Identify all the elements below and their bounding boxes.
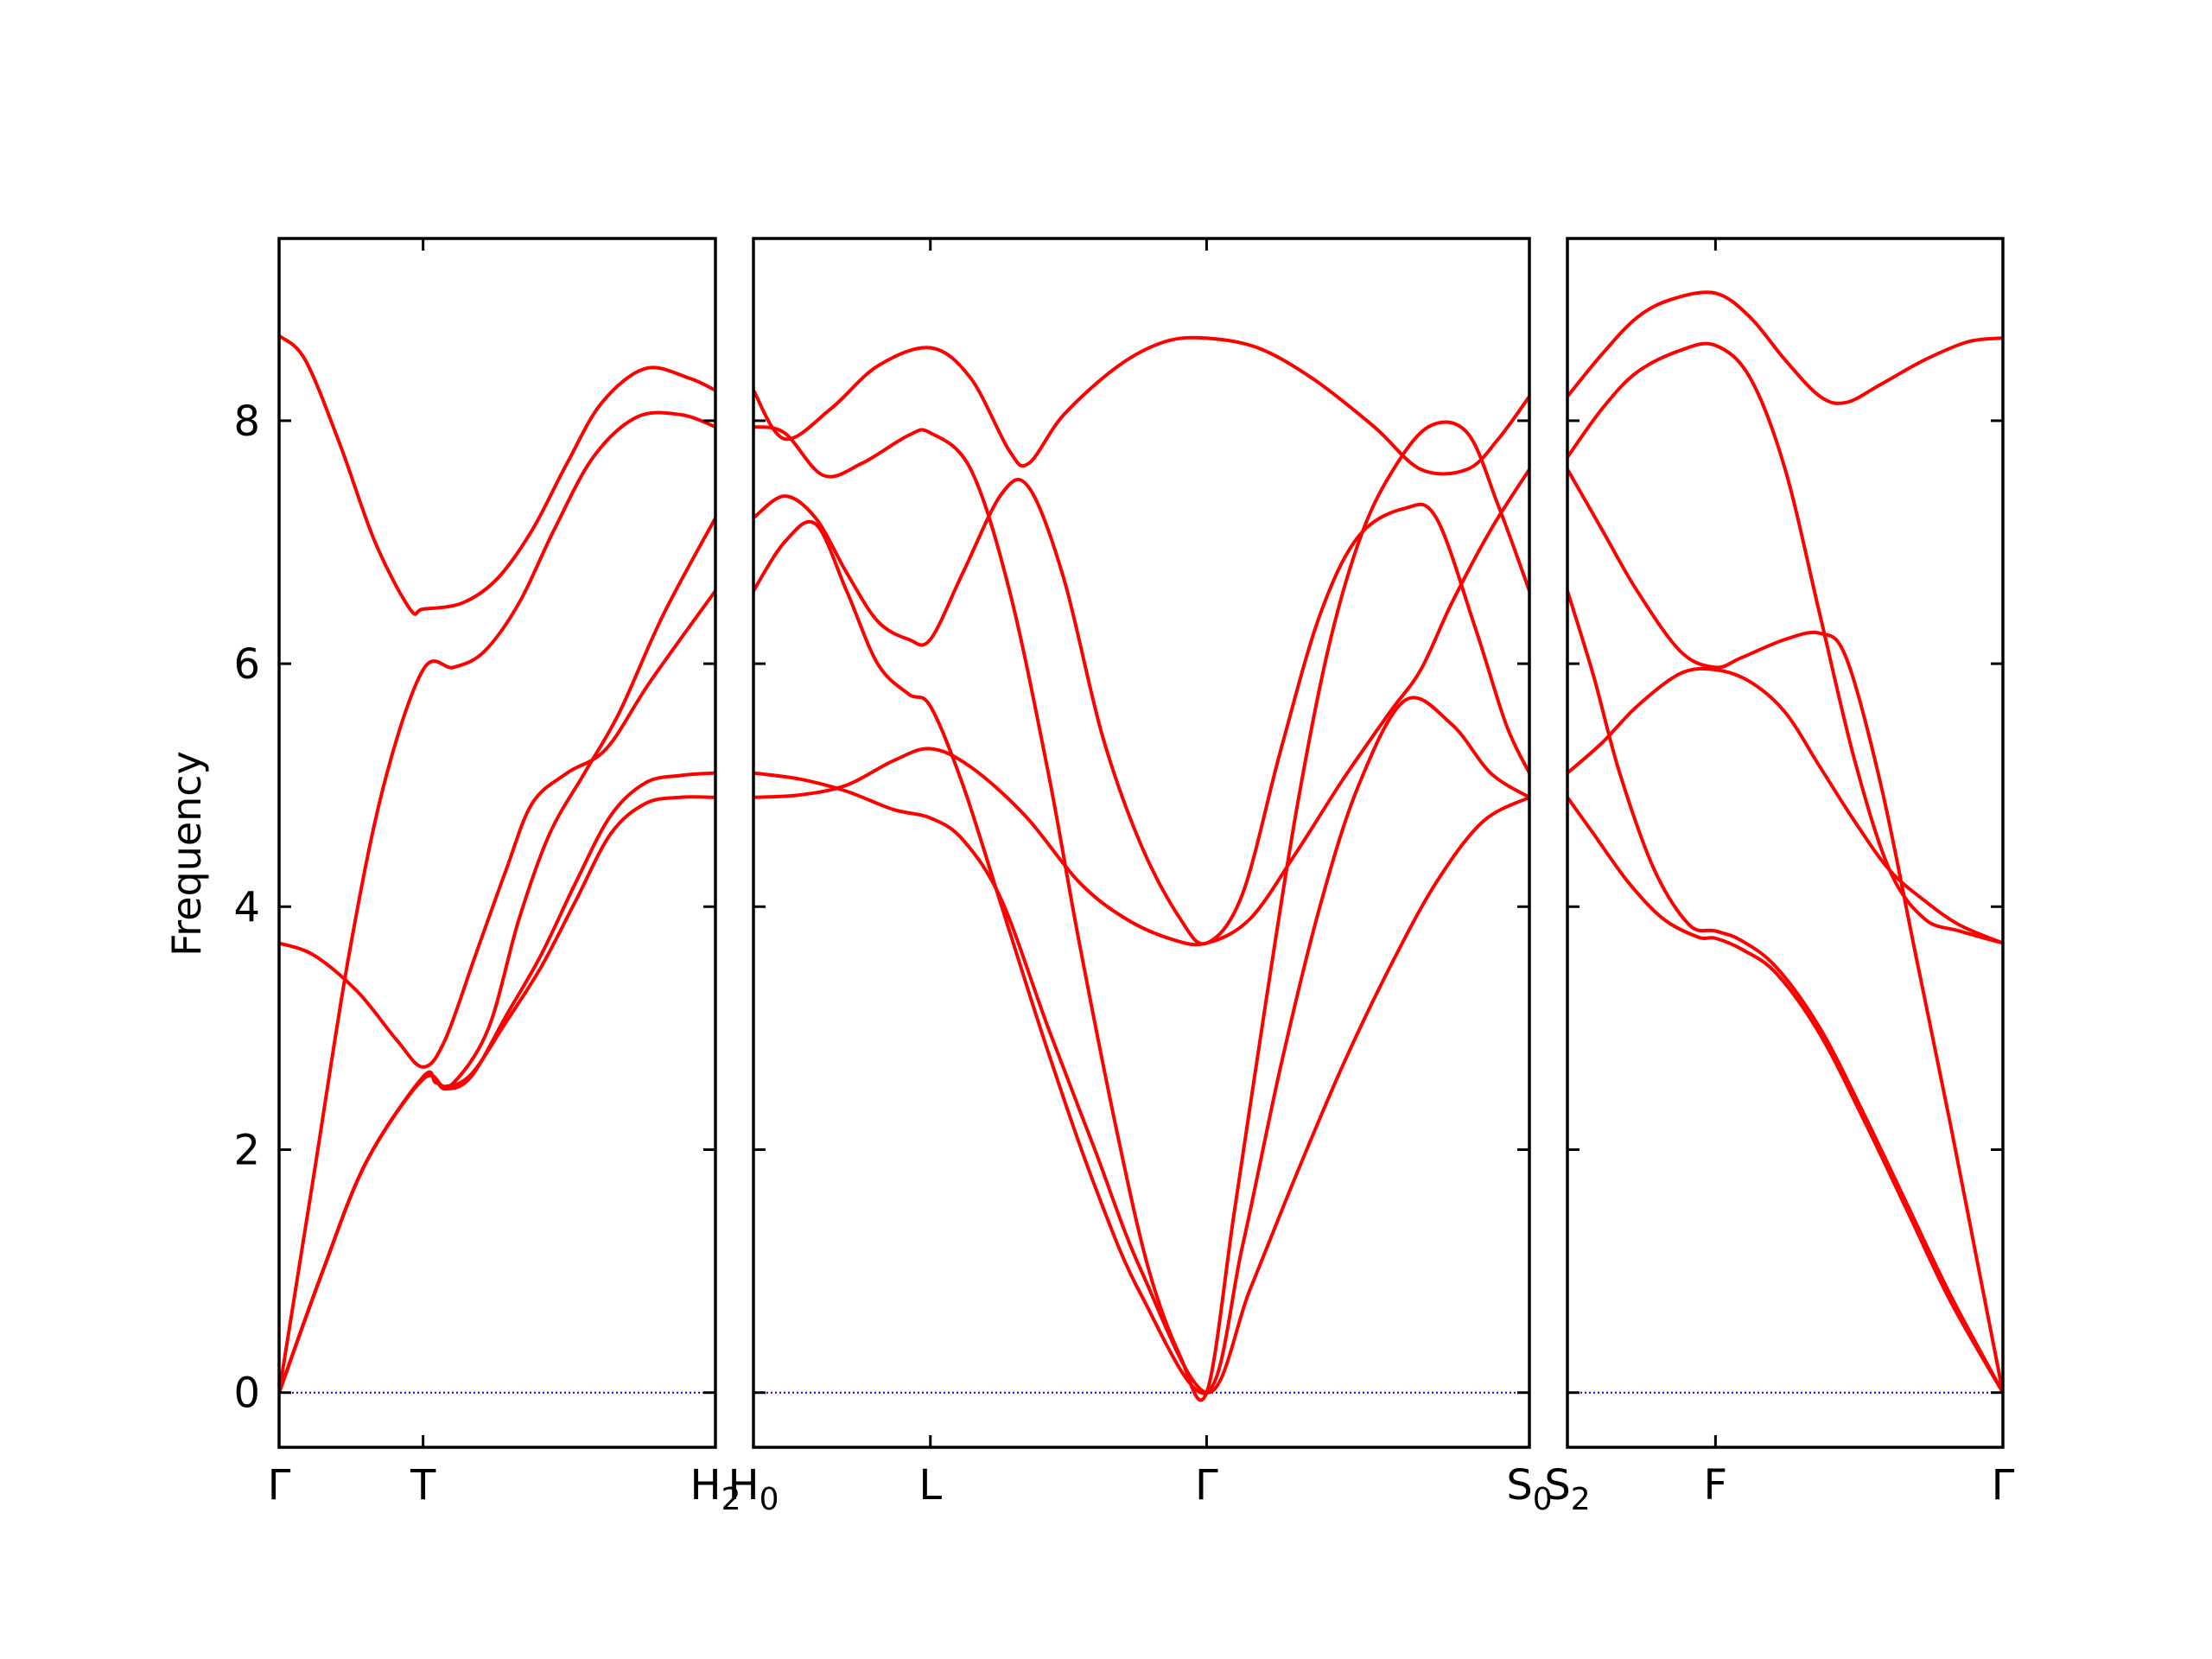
band-line-4 — [1567, 666, 2003, 945]
y-tick-label: 4 — [233, 883, 260, 931]
band-group — [279, 334, 715, 1395]
band-group — [753, 335, 1529, 1402]
x-tick-label: Γ — [1992, 1461, 2015, 1510]
band-line-6 — [753, 467, 1529, 947]
panel-frame — [752, 237, 1531, 1449]
x-tick-label: S2 — [1544, 1461, 1590, 1517]
band-line-2 — [279, 410, 715, 1395]
x-tick-label-subscript: 2 — [721, 1482, 741, 1517]
y-tick-label: 2 — [233, 1127, 260, 1175]
band-line-5 — [753, 771, 1529, 1395]
panel-2: H0 L Γ S0 — [728, 237, 1553, 1517]
band-line-5 — [1567, 588, 2003, 1395]
band-line-1 — [1567, 290, 2003, 405]
x-tick-label: F — [1704, 1461, 1728, 1510]
band-line-2 — [753, 420, 1529, 1402]
band-line-2 — [1567, 341, 2003, 945]
x-tick-label-subscript: 0 — [760, 1482, 779, 1517]
band-line-1 — [279, 334, 715, 616]
y-axis-label: Frequency — [163, 751, 210, 957]
band-line-4 — [279, 516, 715, 1395]
x-tick-label-subscript: 0 — [1533, 1482, 1553, 1517]
band-line-3 — [753, 477, 1529, 946]
y-tick-label: 6 — [233, 640, 260, 689]
x-tick-label: T — [410, 1461, 436, 1510]
band-line-6 — [279, 795, 715, 1395]
band-line-6 — [1567, 795, 2003, 1395]
band-line-4 — [753, 519, 1529, 1395]
x-tick-label: Γ — [1195, 1461, 1218, 1510]
band-line-3 — [1567, 467, 2003, 1395]
band-line-3 — [279, 588, 715, 1069]
x-tick-label: H0 — [728, 1461, 779, 1517]
panel-frame — [1566, 237, 2005, 1449]
x-tick-label-subscript: 2 — [1571, 1482, 1591, 1517]
y-tick-label: 0 — [233, 1370, 260, 1418]
panel-frame — [277, 237, 717, 1449]
band-line-1 — [753, 335, 1529, 476]
x-tick-label: Γ — [268, 1461, 291, 1510]
x-tick-label: L — [918, 1461, 942, 1510]
band-group — [1567, 290, 2003, 1395]
band-line-5 — [279, 771, 715, 1395]
y-tick-label: 8 — [233, 397, 260, 446]
panel-3: S2 F Γ — [1544, 237, 2015, 1517]
